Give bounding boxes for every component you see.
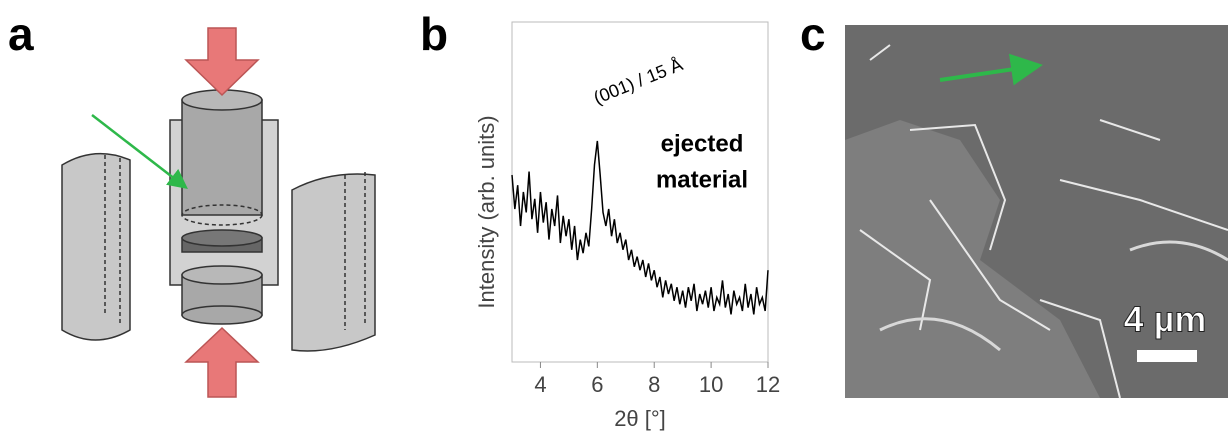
x-tick-label: 8: [648, 372, 660, 397]
x-tick-label: 10: [699, 372, 723, 397]
panel-label: b: [420, 8, 448, 60]
panel-label: c: [800, 8, 826, 60]
sem-image: [845, 25, 1228, 399]
annotation: (001) / 15 Å: [591, 54, 686, 108]
x-tick-label: 6: [591, 372, 603, 397]
x-axis-label: 2θ [°]: [614, 406, 666, 431]
panel-label: a: [8, 8, 34, 60]
x-tick-label: 12: [756, 372, 780, 397]
data-line: [511, 140, 769, 315]
x-tick-label: 4: [534, 372, 546, 397]
y-axis-label: Intensity (arb. units): [474, 115, 499, 308]
plot-frame: [511, 21, 769, 363]
annotation: material: [656, 166, 748, 193]
scale-bar-label: 4 µm: [1124, 299, 1207, 340]
annotation: ejected: [661, 130, 744, 157]
press-diagram: [61, 27, 376, 398]
